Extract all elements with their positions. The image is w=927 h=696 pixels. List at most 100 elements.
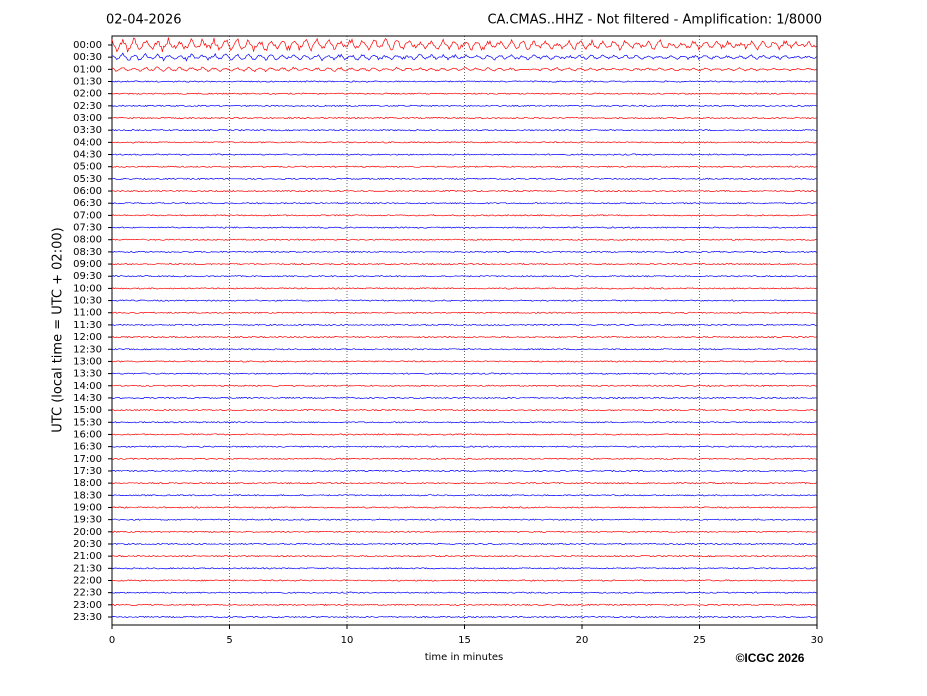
y-tick-label: 01:30 — [73, 77, 102, 88]
trace — [111, 360, 817, 363]
trace — [111, 323, 817, 327]
x-tick-label: 30 — [811, 635, 824, 646]
y-tick-label: 15:30 — [73, 417, 102, 428]
y-tick-label: 00:30 — [73, 52, 102, 63]
y-tick-label: 22:30 — [73, 588, 102, 599]
y-tick-label: 16:00 — [73, 429, 102, 440]
y-tick-label: 13:00 — [73, 356, 102, 367]
trace — [111, 92, 817, 95]
y-tick-label: 12:30 — [73, 344, 102, 355]
title-left: 02-04-2026 — [106, 13, 182, 28]
x-tick-label: 25 — [693, 635, 706, 646]
y-tick-label: 11:00 — [73, 308, 102, 319]
trace — [112, 299, 817, 302]
trace — [112, 518, 817, 521]
y-tick-label: 10:30 — [73, 296, 102, 307]
y-tick-label: 21:00 — [73, 551, 102, 562]
y-tick-label: 18:30 — [73, 490, 102, 501]
trace — [111, 214, 817, 217]
y-tick-label: 20:30 — [73, 539, 102, 550]
y-tick-label: 13:30 — [73, 369, 102, 380]
y-tick-label: 11:30 — [73, 320, 102, 331]
y-tick-label: 06:00 — [73, 186, 102, 197]
y-tick-label: 17:30 — [73, 466, 102, 477]
y-tick-label: 23:00 — [73, 600, 102, 611]
trace — [111, 567, 817, 570]
trace — [111, 287, 817, 290]
trace — [111, 116, 817, 120]
trace — [111, 396, 817, 400]
y-tick-label: 10:00 — [73, 283, 102, 294]
trace — [111, 494, 817, 497]
trace — [111, 129, 817, 132]
x-tick-label: 15 — [458, 635, 471, 646]
trace — [111, 165, 817, 168]
trace — [111, 372, 817, 375]
trace — [111, 311, 817, 314]
trace — [111, 104, 817, 108]
trace — [111, 530, 817, 533]
y-tick-label: 09:00 — [73, 259, 102, 270]
trace — [111, 384, 817, 387]
y-tick-label: 02:00 — [73, 89, 102, 100]
trace — [111, 433, 817, 436]
title-right: CA.CMAS..HHZ - Not filtered - Amplificat… — [487, 13, 822, 28]
y-tick-label: 05:00 — [73, 162, 102, 173]
trace — [111, 421, 817, 424]
y-tick-label: 03:30 — [73, 125, 102, 136]
trace — [111, 275, 817, 278]
y-tick-label: 12:00 — [73, 332, 102, 343]
trace — [111, 506, 817, 509]
y-tick-label: 01:00 — [73, 64, 102, 75]
trace — [111, 542, 817, 546]
y-tick-label: 04:00 — [73, 137, 102, 148]
x-axis-label: time in minutes — [425, 652, 504, 663]
y-tick-label: 00:00 — [73, 40, 102, 51]
y-tick-label: 08:30 — [73, 247, 102, 258]
y-tick-label: 14:00 — [73, 381, 102, 392]
y-tick-label: 06:30 — [73, 198, 102, 209]
y-tick-label: 08:00 — [73, 235, 102, 246]
trace — [111, 469, 817, 473]
y-tick-label: 16:30 — [73, 442, 102, 453]
y-tick-label: 05:30 — [73, 174, 102, 185]
y-axis-label: UTC (local time = UTC + 02:00) — [51, 227, 66, 432]
y-tick-label: 19:30 — [73, 515, 102, 526]
x-tick-label: 0 — [109, 635, 115, 646]
trace — [112, 238, 817, 241]
x-tick-label: 5 — [226, 635, 232, 646]
trace — [111, 457, 817, 460]
trace — [111, 189, 817, 193]
y-tick-label: 22:00 — [73, 575, 102, 586]
trace — [111, 37, 817, 53]
y-tick-label: 20:00 — [73, 527, 102, 538]
y-tick-label: 19:00 — [73, 502, 102, 513]
trace — [111, 153, 817, 156]
y-tick-label: 21:30 — [73, 563, 102, 574]
trace — [111, 445, 817, 448]
trace — [112, 262, 817, 266]
trace — [111, 250, 817, 253]
copyright: ©ICGC 2026 — [736, 651, 805, 665]
y-tick-label: 03:00 — [73, 113, 102, 124]
x-tick-label: 10 — [341, 635, 354, 646]
trace — [111, 615, 817, 619]
trace — [112, 177, 817, 180]
y-tick-label: 04:30 — [73, 150, 102, 161]
y-tick-label: 07:30 — [73, 223, 102, 234]
trace — [111, 226, 817, 229]
y-tick-label: 09:30 — [73, 271, 102, 282]
y-tick-label: 18:00 — [73, 478, 102, 489]
y-tick-label: 14:30 — [73, 393, 102, 404]
trace — [111, 348, 817, 351]
trace — [111, 579, 817, 582]
trace — [111, 335, 817, 339]
y-tick-label: 23:30 — [73, 612, 102, 623]
trace — [111, 603, 817, 606]
trace — [111, 591, 817, 594]
x-tick-label: 20 — [576, 635, 589, 646]
trace — [111, 409, 817, 412]
trace — [111, 482, 817, 485]
trace — [111, 202, 817, 205]
